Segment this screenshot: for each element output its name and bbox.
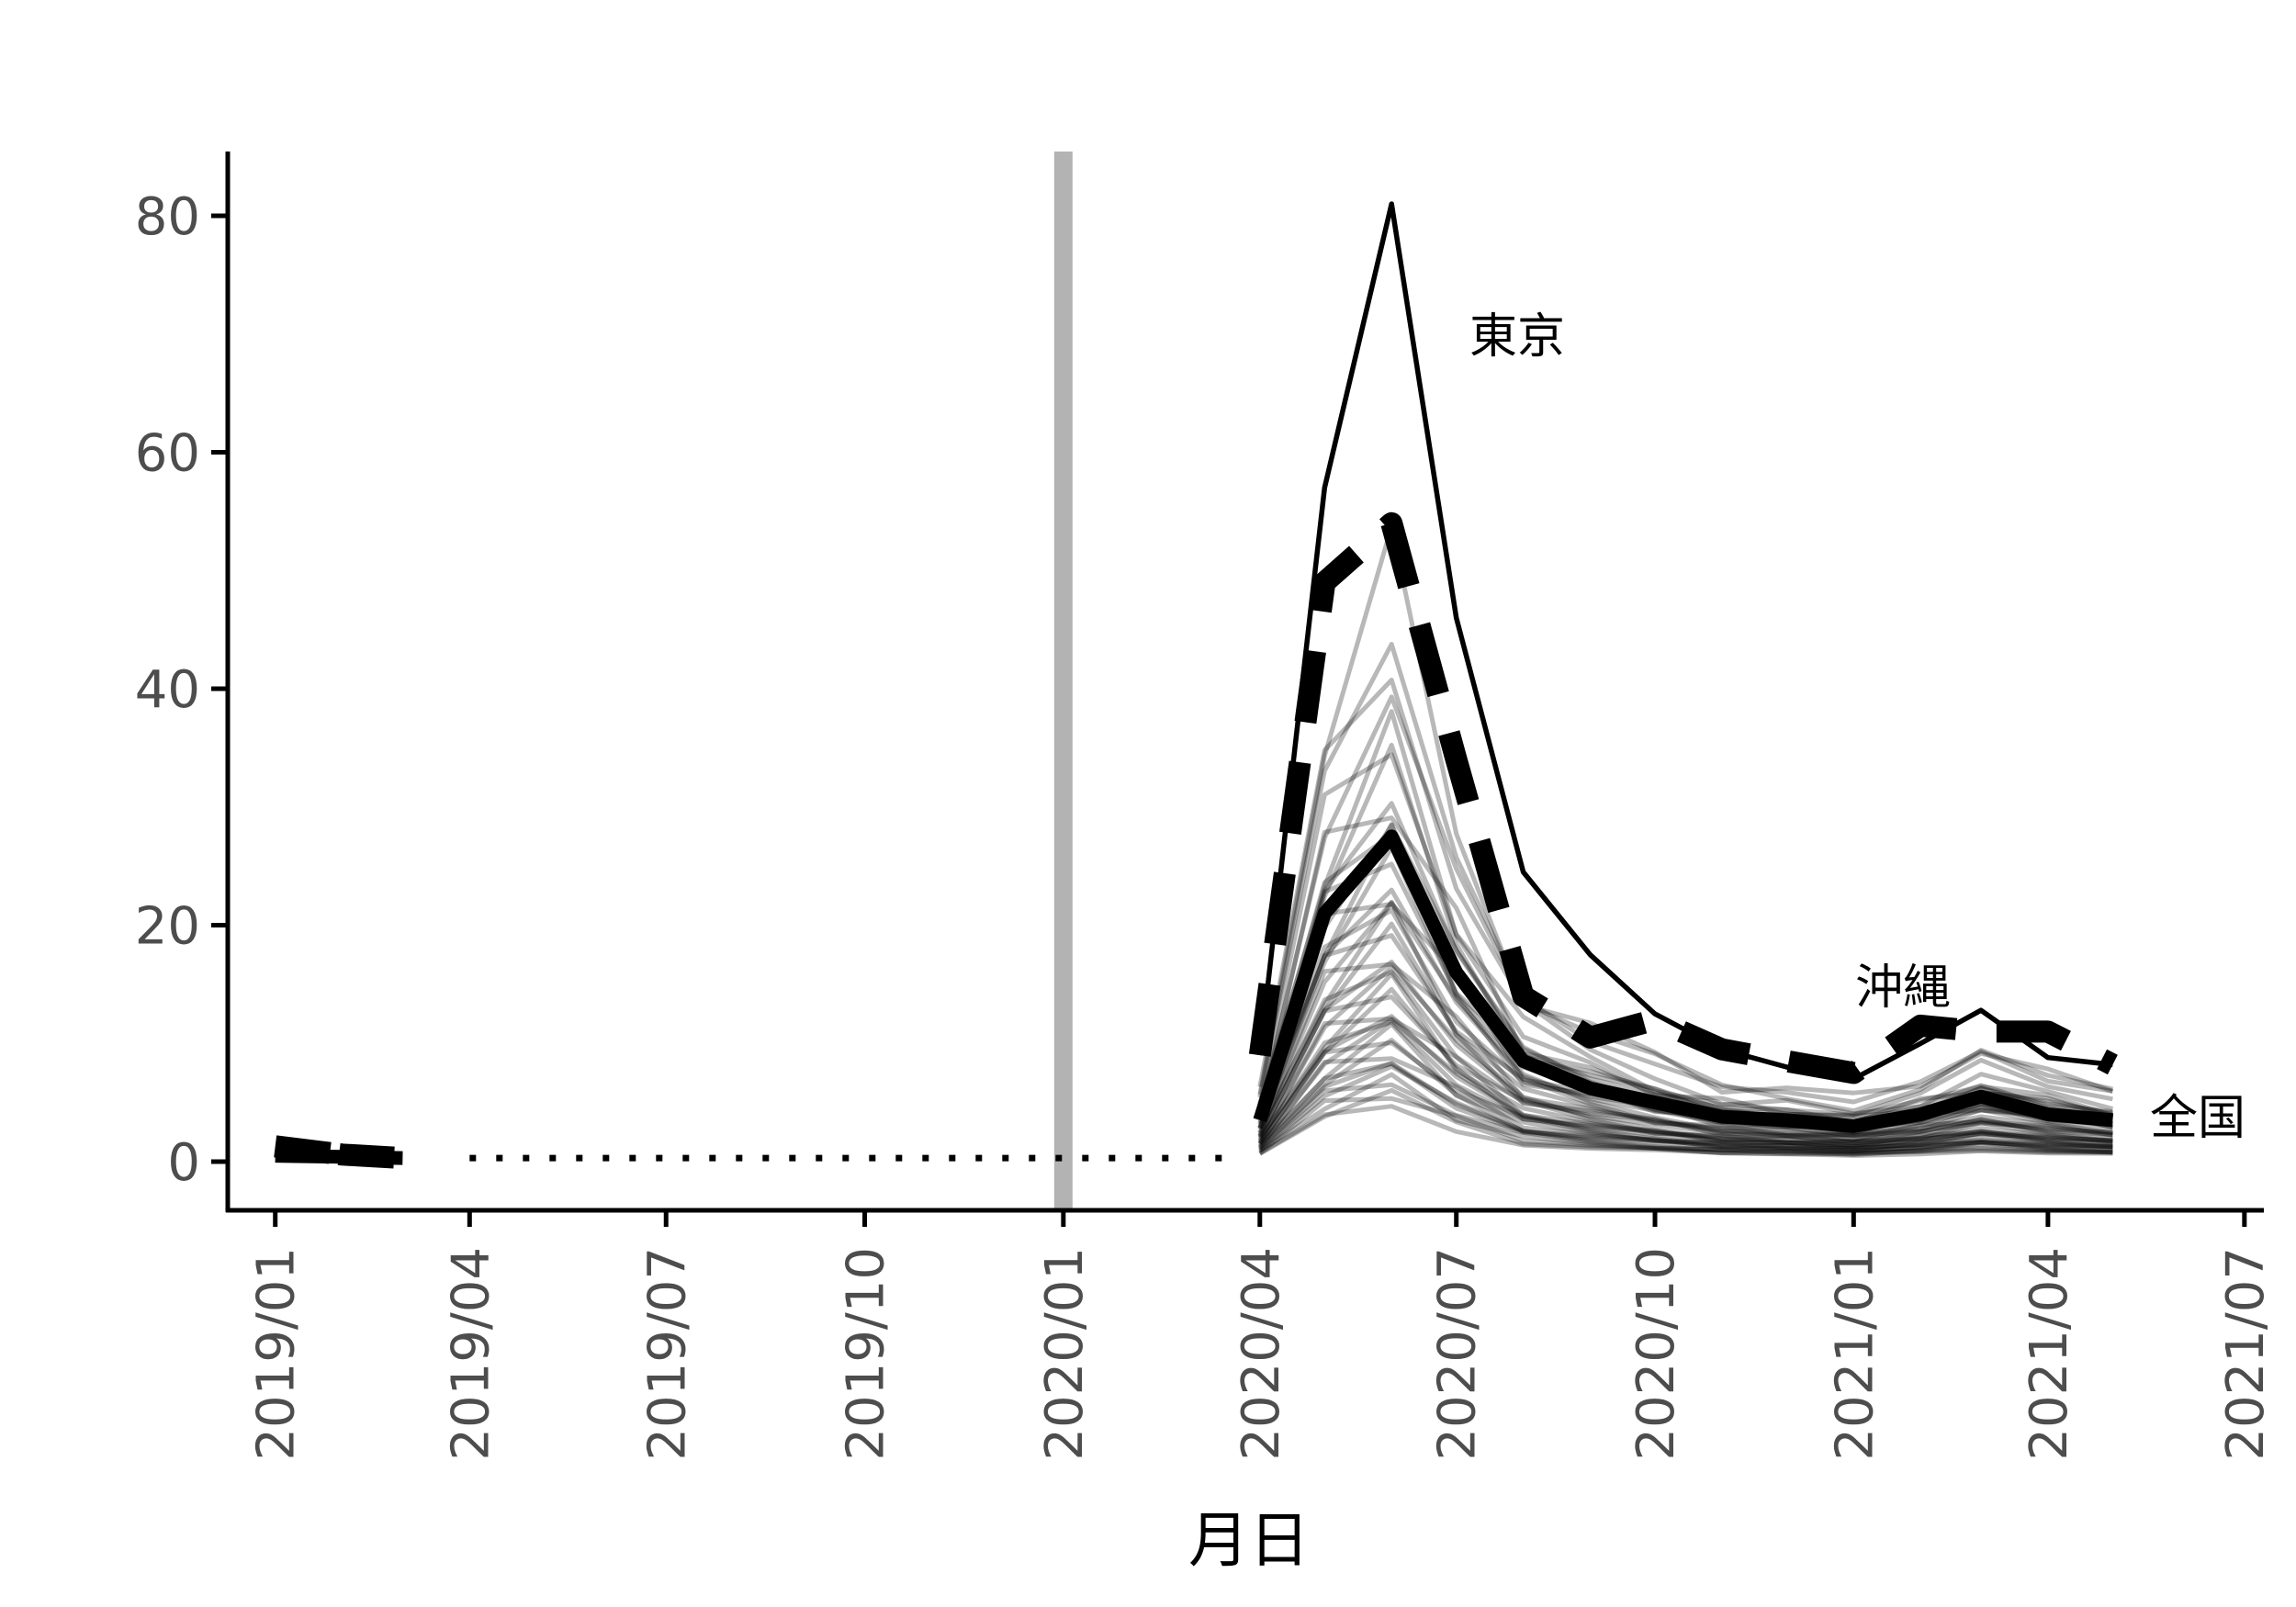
- background-series-line: [1257, 961, 2113, 1142]
- y-tick-label: 40: [135, 660, 200, 720]
- series-line-東京: [1257, 201, 2113, 1082]
- background-series-line: [1257, 1062, 2113, 1153]
- background-series-line: [1257, 801, 2113, 1123]
- series-line-沖縄: [1248, 511, 2118, 1084]
- x-tick-label: 2019/10: [837, 1247, 896, 1461]
- background-series-line: [1257, 694, 2113, 1118]
- background-series-line: [1257, 933, 2113, 1139]
- background-series-line: [1257, 972, 2113, 1145]
- background-series-line: [1257, 1056, 2113, 1153]
- background-series-line: [1257, 921, 2113, 1138]
- x-tick-label: 2019/04: [441, 1247, 501, 1461]
- x-tick-label: 2020/07: [1428, 1247, 1488, 1461]
- background-series-line: [1257, 995, 2113, 1146]
- background-series-line: [1257, 752, 2114, 1117]
- background-series-line: [1257, 1017, 2113, 1150]
- x-tick-label: 2020/04: [1232, 1247, 1291, 1461]
- background-series-line: [1257, 900, 2113, 1138]
- reference-line-layer: [469, 152, 1223, 1210]
- x-tick-label: 2021/01: [1825, 1247, 1885, 1461]
- background-series-line: [1257, 900, 2113, 1138]
- background-series-line: [1258, 1038, 2113, 1152]
- background-series-line: [1257, 986, 2113, 1146]
- background-series-line: [1257, 969, 2113, 1144]
- background-series-line: [1258, 1104, 2113, 1158]
- background-series-line: [1257, 964, 2113, 1144]
- x-tick-label: 2021/04: [2020, 1247, 2079, 1461]
- series-label-沖縄: 沖縄: [1855, 961, 1951, 1016]
- x-tick-label: 2020/01: [1035, 1247, 1095, 1461]
- background-series-line: [1257, 642, 2113, 1105]
- background-series-line: [1257, 1016, 2113, 1149]
- background-series-line: [1257, 1019, 2113, 1150]
- x-tick-label: 2019/01: [247, 1247, 307, 1461]
- y-tick-label: 0: [167, 1133, 200, 1193]
- x-tick-label: 2021/07: [2216, 1247, 2276, 1461]
- background-series-line: [1257, 887, 2113, 1133]
- background-series-line: [1257, 1039, 2113, 1152]
- background-series-line: [1258, 1063, 2113, 1154]
- highlight-series-layer: [274, 201, 2118, 1170]
- background-series-line: [1257, 960, 2113, 1141]
- series-line-全国: [1253, 829, 2114, 1133]
- x-tick-label: 2019/07: [637, 1247, 697, 1461]
- background-series-line: [1258, 1087, 2113, 1157]
- x-axis-title: 月日: [1188, 1505, 1310, 1576]
- y-tick-label: 20: [135, 897, 200, 957]
- background-series-line: [1258, 1021, 2113, 1151]
- series-label-全国: 全国: [2150, 1091, 2245, 1146]
- background-series-line: [1258, 1061, 2113, 1153]
- axes-layer: [211, 152, 2264, 1227]
- pre-period-segment: [275, 1149, 403, 1165]
- y-tick-label: 60: [135, 424, 200, 484]
- background-series-layer: [1257, 523, 2114, 1158]
- background-series-line: [1257, 709, 2114, 1118]
- x-tick-label: 2020/10: [1626, 1247, 1686, 1461]
- background-series-line: [1258, 1072, 2113, 1155]
- series-label-東京: 東京: [1469, 309, 1565, 365]
- background-series-line: [1258, 1082, 2113, 1156]
- y-tick-label: 80: [135, 187, 200, 247]
- background-series-line: [1257, 678, 2113, 1114]
- tick-labels-layer: 0 20 40 60 80 2019/01 2019/04 2019/07 2019/10 202…: [135, 187, 2276, 1461]
- background-series-line: [1258, 1096, 2113, 1157]
- background-series-line: [1257, 1014, 2113, 1148]
